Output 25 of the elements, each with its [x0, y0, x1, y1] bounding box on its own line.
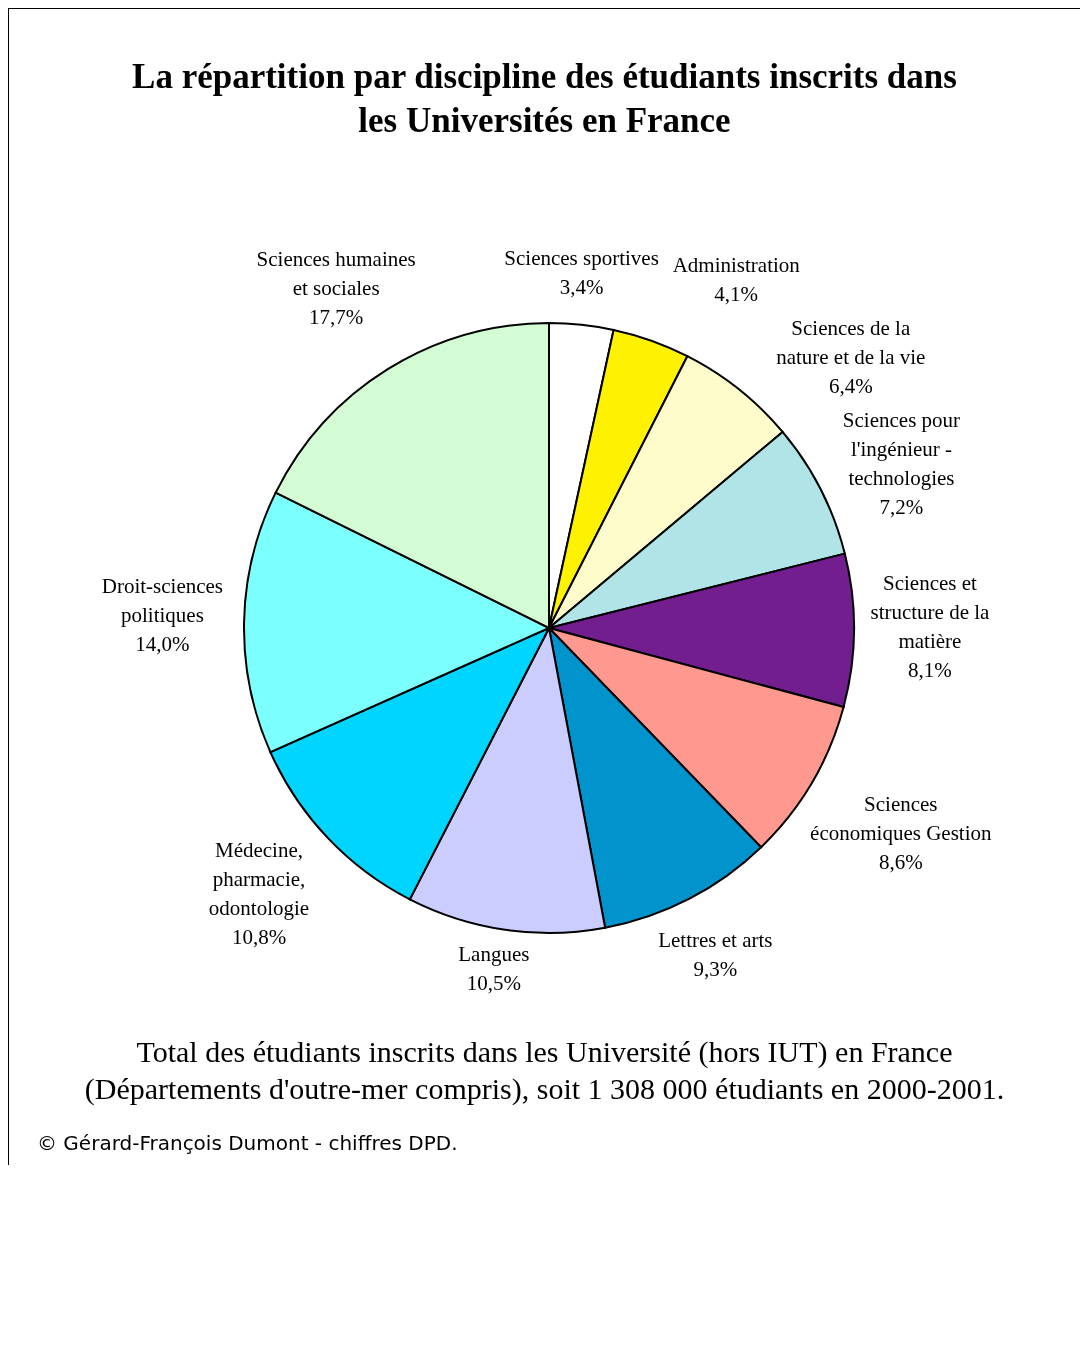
data-label: 6,4% [828, 373, 873, 398]
slice-label: Sciences économiques Gestion [810, 792, 992, 846]
slice-label: Lettres et arts [658, 928, 773, 953]
data-label: 17,7% [309, 305, 364, 330]
slice-label: Administration [672, 253, 801, 278]
text: © Gérard-François Dumont - chiffres DPD. [36, 1130, 459, 1157]
data-label: 10,5% [466, 970, 521, 995]
data-label: 14,0% [135, 632, 190, 657]
data-label: 9,3% [693, 957, 738, 982]
slice-label: Sciences sportives [504, 245, 659, 270]
text: Total des étudiants inscrits dans les Université (hors IUT) en France (Départements d'outre-mer compris), soit 1 308 000 étudiants en 2000-2001. [83, 1034, 1006, 1107]
slice-label: Médecine, pharmacie, odontologie [208, 837, 310, 920]
data-label: 10,8% [231, 924, 287, 949]
slice-label: Langues [458, 941, 530, 966]
slice-label: Sciences et structure de la matière [870, 570, 991, 653]
slice-label: Sciences pour l'ingénieur - technologies [842, 407, 961, 490]
data-label: 4,1% [714, 282, 759, 307]
slice-label: Sciences de la nature et de la vie [776, 315, 926, 369]
data-label: 8,1% [908, 657, 952, 682]
data-label: 3,4% [559, 274, 604, 299]
data-label: 8,6% [878, 850, 923, 875]
chart-title: La répartition par discipline des étudiants inscrits dans les Universités en France [131, 56, 958, 142]
slice-label: Droit-sciences politiques [101, 574, 224, 628]
slice-label: Sciences humaines et sociales [256, 247, 416, 301]
data-label: 7,2% [879, 494, 924, 519]
